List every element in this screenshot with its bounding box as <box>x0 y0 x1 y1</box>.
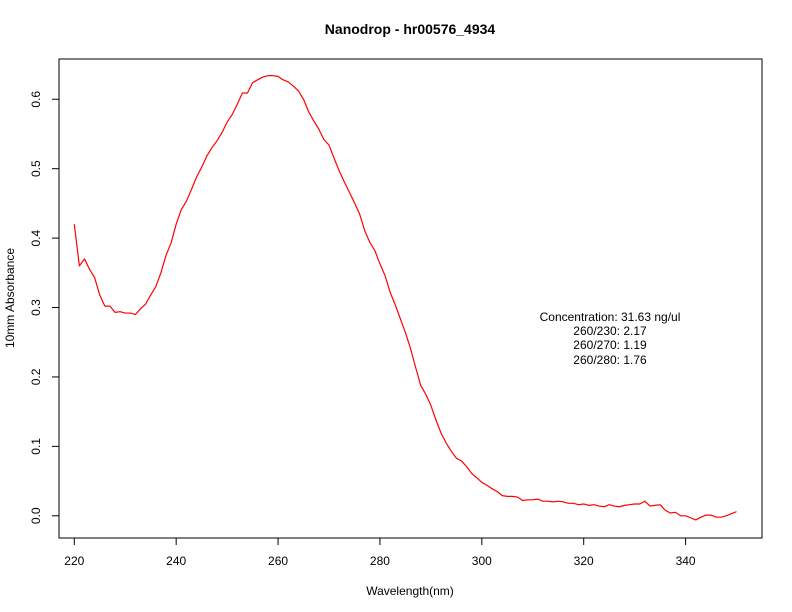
x-tick-label: 300 <box>472 554 492 568</box>
series-layer <box>73 75 737 521</box>
absorbance-line <box>73 75 737 521</box>
y-tick-label: 0.0 <box>29 507 43 524</box>
x-tick-label: 220 <box>64 554 84 568</box>
y-axis: 0.0 0.1 0.2 0.3 0.4 0.5 0.6 <box>29 91 60 524</box>
y-tick-label: 0.5 <box>29 160 43 177</box>
x-axis: 220 240 260 280 300 320 340 <box>64 537 696 568</box>
y-axis-label: 10mm Absorbance <box>3 248 17 348</box>
x-tick-label: 240 <box>166 554 186 568</box>
y-tick-label: 0.3 <box>29 299 43 316</box>
x-tick-label: 320 <box>574 554 594 568</box>
ratio-260-280-annotation: 260/280: 1.76 <box>573 353 647 367</box>
y-tick-label: 0.6 <box>29 91 43 108</box>
y-tick-label: 0.1 <box>29 438 43 455</box>
x-tick-label: 260 <box>268 554 288 568</box>
x-tick-label: 280 <box>370 554 390 568</box>
x-axis-label: Wavelength(nm) <box>366 584 454 598</box>
x-tick-label: 340 <box>676 554 696 568</box>
annotation-box: Concentration: 31.63 ng/ul 260/230: 2.17… <box>540 310 681 367</box>
y-tick-label: 0.2 <box>29 368 43 385</box>
y-tick-label: 0.4 <box>29 229 43 246</box>
ratio-260-230-annotation: 260/230: 2.17 <box>573 324 647 338</box>
chart-title: Nanodrop - hr00576_4934 <box>325 21 496 37</box>
ratio-260-270-annotation: 260/270: 1.19 <box>573 338 647 352</box>
concentration-annotation: Concentration: 31.63 ng/ul <box>540 310 681 324</box>
